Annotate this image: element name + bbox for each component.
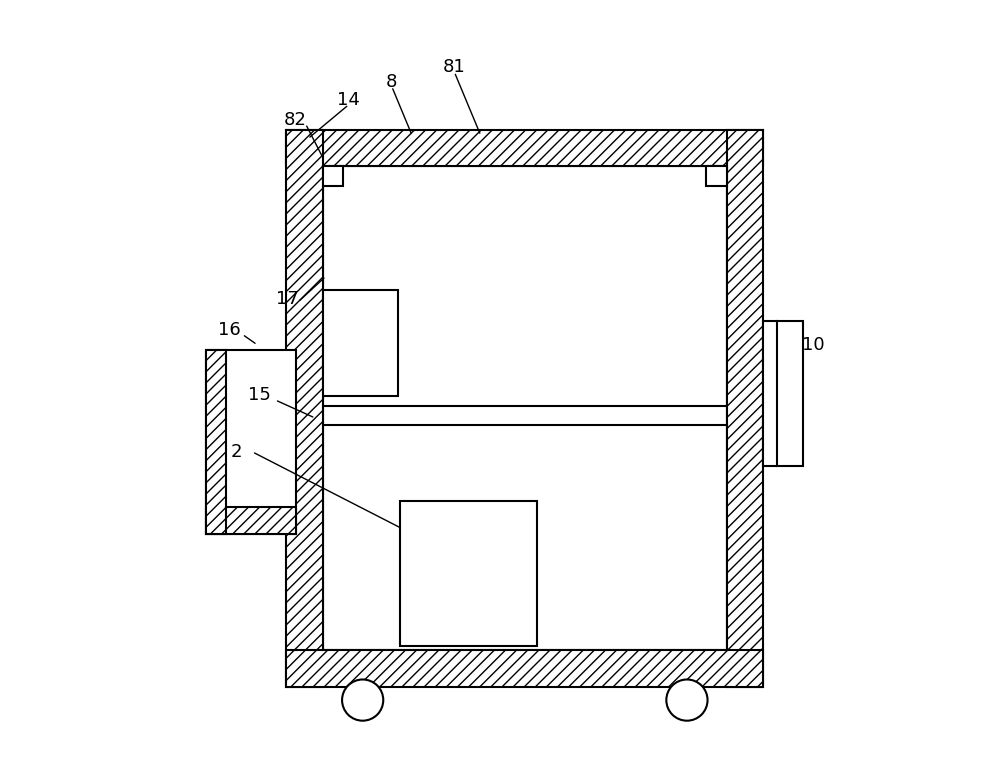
Bar xyxy=(286,130,763,166)
Text: 17: 17 xyxy=(276,290,299,308)
Circle shape xyxy=(666,680,708,721)
Text: 2: 2 xyxy=(231,443,243,461)
Text: 81: 81 xyxy=(443,58,466,76)
Bar xyxy=(727,130,763,687)
Text: 10: 10 xyxy=(802,336,824,354)
Text: 82: 82 xyxy=(284,111,307,129)
Circle shape xyxy=(342,680,383,721)
Bar xyxy=(286,650,763,687)
Text: 14: 14 xyxy=(337,91,360,109)
Text: 16: 16 xyxy=(218,320,241,339)
Text: 8: 8 xyxy=(386,73,397,92)
Bar xyxy=(323,166,343,186)
Bar xyxy=(206,350,296,534)
Text: 15: 15 xyxy=(248,386,271,404)
Bar xyxy=(763,321,803,466)
Bar xyxy=(323,290,398,396)
Bar xyxy=(706,166,727,186)
Bar xyxy=(400,501,537,646)
Bar xyxy=(286,130,323,687)
Bar xyxy=(206,507,296,534)
Bar xyxy=(323,166,727,650)
Bar xyxy=(206,350,226,534)
